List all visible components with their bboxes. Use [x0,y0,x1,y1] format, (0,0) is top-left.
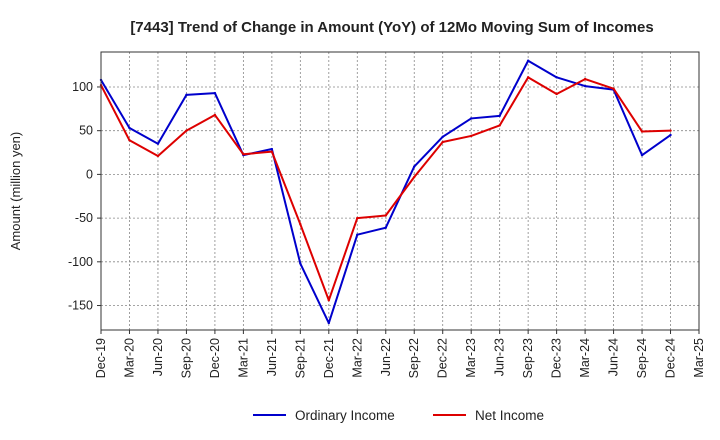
data-point [413,165,416,168]
data-point [498,114,501,118]
x-tick-label: Jun-21 [265,338,279,376]
x-tick-label: Dec-21 [322,338,336,378]
x-tick-label: Jun-24 [607,338,621,376]
data-point [669,129,672,132]
y-ticks: 100 50 0 -50 -100 -150 [68,80,101,313]
data-point [299,223,302,226]
data-point [185,93,188,97]
x-tick-label: Mar-23 [464,338,478,378]
x-tick-label: Jun-23 [493,338,507,376]
x-tick-label: Sep-20 [179,338,193,378]
data-point [327,299,331,302]
data-point [526,76,530,79]
y-tick-label: 50 [79,124,93,138]
x-tick-label: Sep-21 [293,338,307,378]
y-tick-label: 100 [72,80,93,94]
x-tick-label: Mar-21 [236,338,250,378]
x-tick-label: Dec-22 [436,338,450,378]
data-point [185,129,188,132]
data-point [128,139,131,142]
data-point [356,233,359,236]
x-tick-label: Dec-23 [550,338,564,378]
x-tick-label: Jun-22 [379,338,393,376]
data-point [583,84,587,88]
data-point [583,77,587,81]
data-point [156,154,160,158]
data-point [441,140,444,144]
data-point [441,135,444,138]
data-point [128,126,131,130]
data-point [555,76,558,79]
x-tick-label: Dec-24 [664,338,678,378]
data-point [669,133,672,137]
x-tick-label: Mar-20 [122,338,136,378]
data-point [213,113,217,117]
data-point [469,117,473,120]
x-tick-label: Mar-25 [692,338,706,378]
x-tick-label: Sep-23 [521,338,535,378]
legend: Ordinary Income Net Income [253,408,544,423]
data-point [270,150,274,153]
data-point [384,226,387,229]
data-point [156,142,160,145]
y-tick-label: -50 [75,211,93,225]
data-point [640,153,644,157]
x-tick-label: Dec-19 [94,338,108,378]
x-tick-label: Sep-22 [407,338,421,378]
x-ticks: Dec-19 Mar-20 Jun-20 Sep-20 Dec-20 Mar-21 Jun-… [94,330,706,378]
data-point [498,124,501,127]
data-point [327,321,331,325]
legend-label: Net Income [475,408,544,423]
y-tick-label: -100 [68,255,93,269]
data-point [384,214,387,217]
data-point [526,59,530,62]
x-tick-label: Dec-20 [208,338,222,378]
x-tick-label: Sep-24 [635,338,649,378]
data-point [413,175,416,179]
plot-frame [100,51,700,331]
data-point [555,92,558,96]
data-point [242,153,245,156]
data-point [640,130,644,133]
x-tick-label: Mar-24 [578,338,592,378]
data-point [612,87,615,90]
data-point [270,147,274,151]
x-tick-label: Mar-22 [350,338,364,378]
y-tick-label: -150 [68,299,93,313]
chart-title: [7443] Trend of Change in Amount (YoY) o… [130,19,653,36]
data-point [213,91,217,95]
series-lines [99,59,672,325]
legend-label: Ordinary Income [295,408,395,423]
data-point [299,262,302,265]
y-axis-label: Amount (million yen) [8,132,23,251]
x-tick-label: Jun-20 [151,338,165,376]
y-tick-label: 0 [86,167,93,181]
data-point [356,216,359,220]
data-point [469,134,473,138]
